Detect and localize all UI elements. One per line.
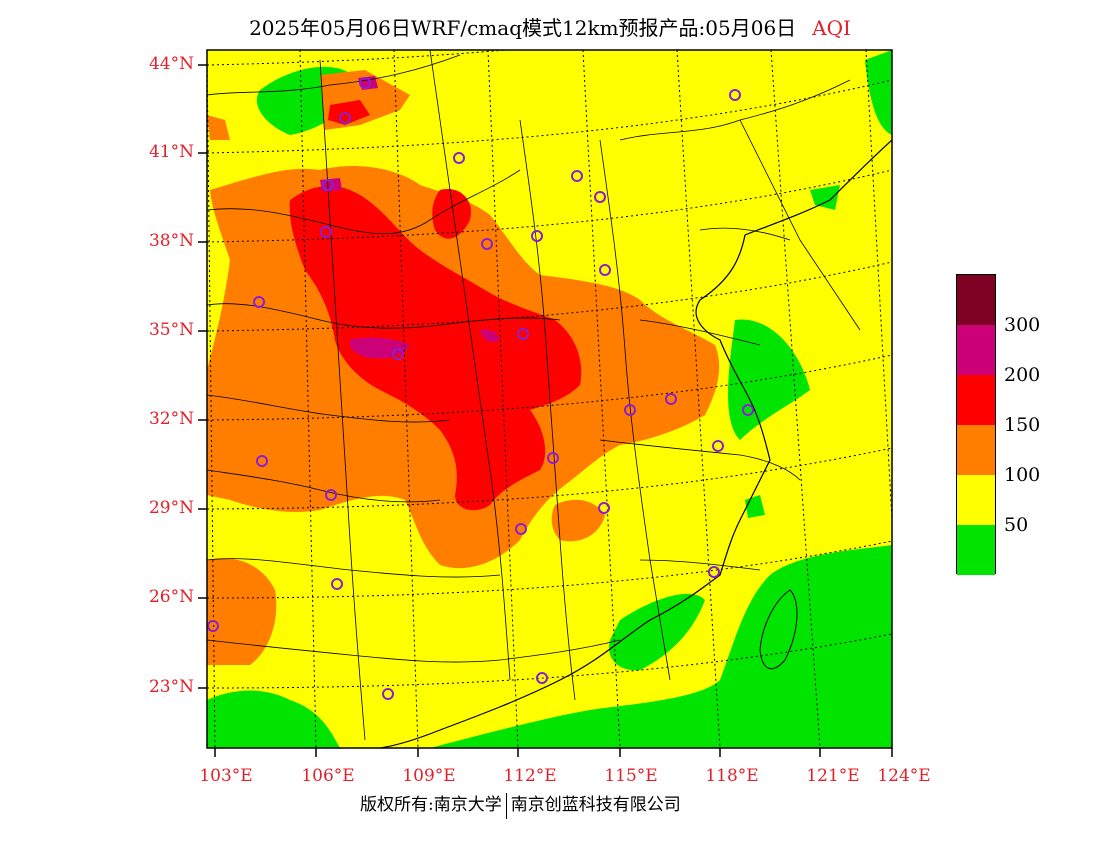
lon-label-106e: 106°E: [301, 766, 355, 786]
city-marker: [599, 264, 611, 276]
city-marker: [598, 502, 610, 514]
lon-label-103e: 103°E: [199, 766, 253, 786]
city-marker: [339, 112, 351, 124]
lat-label-38n: 38°N: [148, 231, 194, 251]
legend-swatch-300-plus: [957, 275, 995, 325]
lon-label-115e: 115°E: [604, 766, 658, 786]
city-marker: [481, 238, 493, 250]
lon-label-109e: 109°E: [402, 766, 456, 786]
city-marker: [594, 191, 606, 203]
city-marker: [742, 404, 754, 416]
city-marker: [536, 672, 548, 684]
city-marker: [359, 77, 371, 89]
taiwan-outline: [759, 589, 798, 670]
city-marker: [547, 452, 559, 464]
city-marker: [515, 523, 527, 535]
legend-label-200: 200: [1004, 364, 1041, 386]
legend-swatch-200-300: [957, 325, 995, 375]
city-marker: [392, 348, 404, 360]
lon-label-124e: 124°E: [877, 766, 931, 786]
city-marker: [320, 226, 332, 238]
lon-label-118e: 118°E: [705, 766, 759, 786]
legend-label-100: 100: [1004, 464, 1041, 486]
coastline: [379, 139, 892, 748]
footer-company: 南京创蓝科技有限公司: [510, 795, 681, 815]
aqi-layer-magenta: [320, 76, 500, 359]
city-marker: [517, 328, 529, 340]
city-marker: [665, 393, 677, 405]
lat-label-44n: 44°N: [148, 54, 194, 74]
lat-label-26n: 26°N: [148, 587, 194, 607]
legend-swatch-150-200: [957, 375, 995, 425]
lon-label-112e: 112°E: [503, 766, 557, 786]
legend-swatch-50-100: [957, 475, 995, 525]
legend-swatch-100-150: [957, 425, 995, 475]
legend-label-150: 150: [1004, 414, 1041, 436]
footer-copyright: 版权所有:南京大学: [360, 795, 502, 815]
map-title: 2025年05月06日WRF/cmaq模式12km预报产品:05月06日 AQI: [0, 12, 1100, 41]
axis-ticks: [198, 64, 893, 757]
city-marker: [624, 404, 636, 416]
city-marker: [253, 296, 265, 308]
city-marker: [708, 566, 720, 578]
footer-credits: 版权所有:南京大学 南京创蓝科技有限公司: [360, 790, 681, 819]
map-frame: [206, 49, 893, 749]
city-marker: [531, 230, 543, 242]
lat-label-29n: 29°N: [148, 498, 194, 518]
city-marker: [325, 489, 337, 501]
city-marker: [382, 688, 394, 700]
city-marker: [712, 440, 724, 452]
footer-separator: [505, 792, 507, 819]
city-marker: [207, 620, 219, 632]
city-marker: [331, 578, 343, 590]
aqi-layer-red: [289, 100, 582, 511]
legend-label-300: 300: [1004, 314, 1041, 336]
lat-label-41n: 41°N: [148, 142, 194, 162]
aqi-layer-green: [207, 50, 892, 748]
title-main: 2025年05月06日WRF/cmaq模式12km预报产品:05月06日: [249, 16, 797, 40]
city-markers: [207, 77, 754, 700]
lat-lon-grid: [207, 50, 892, 748]
aqi-legend: [956, 274, 996, 575]
lat-label-32n: 32°N: [148, 409, 194, 429]
city-marker: [256, 455, 268, 467]
legend-label-50: 50: [1004, 514, 1029, 536]
title-variable: AQI: [812, 16, 851, 40]
lat-label-35n: 35°N: [148, 320, 194, 340]
city-marker: [729, 89, 741, 101]
city-marker: [322, 179, 334, 191]
legend-swatch-0-50: [957, 525, 995, 575]
lon-label-121e: 121°E: [806, 766, 860, 786]
city-marker: [571, 170, 583, 182]
lat-label-23n: 23°N: [148, 677, 194, 697]
city-marker: [453, 152, 465, 164]
